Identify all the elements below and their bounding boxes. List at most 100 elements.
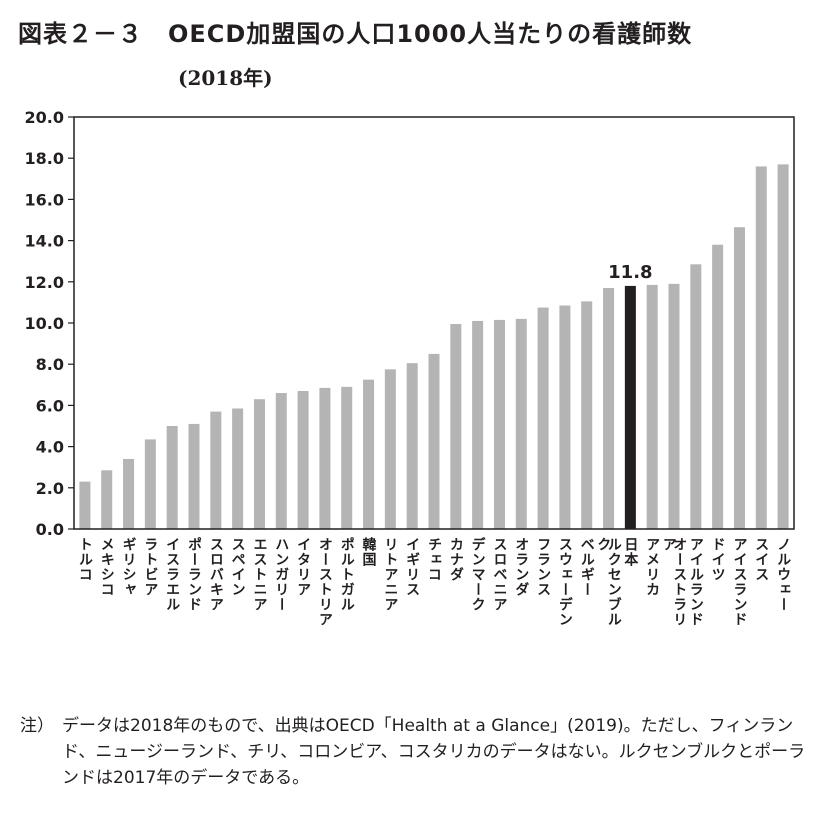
x-tick-label: デンマーク [470, 536, 486, 612]
bar [79, 481, 91, 529]
bar [297, 390, 309, 529]
x-tick-label: ノルウェー [775, 537, 791, 612]
svg-text:オーストラリ: オーストラリ [671, 537, 687, 627]
svg-text:フランス: フランス [535, 537, 551, 597]
bar [384, 369, 396, 529]
bar [406, 363, 418, 529]
bar [450, 324, 462, 529]
svg-text:アイスランド: アイスランド [731, 537, 747, 627]
svg-text:デンマーク: デンマーク [470, 536, 486, 612]
svg-text:メキシコ: メキシコ [99, 537, 115, 597]
x-tick-label: ベルギー [579, 537, 595, 597]
bar [123, 458, 135, 529]
x-tick-label: オランダ [513, 537, 529, 597]
x-tick-label: トルコ [77, 537, 93, 582]
svg-text:スイス: スイス [753, 537, 769, 582]
bar [188, 423, 200, 529]
bar [712, 244, 724, 529]
bar [581, 301, 593, 529]
bar [690, 264, 702, 529]
svg-text:韓国: 韓国 [361, 536, 377, 567]
x-tick-label: フランス [535, 537, 551, 597]
y-tick-label: 4.0 [36, 438, 64, 457]
bar [603, 287, 615, 529]
svg-text:ア: ア [661, 537, 677, 552]
y-tick-label: 0.0 [36, 520, 64, 539]
y-tick-label: 8.0 [36, 355, 64, 374]
x-tick-label: スロベニア [491, 537, 507, 612]
svg-text:エストニア: エストニア [251, 537, 267, 612]
data-label: 11.8 [608, 262, 652, 283]
svg-text:イスラエル: イスラエル [164, 537, 180, 612]
svg-text:スロベニア: スロベニア [491, 537, 507, 612]
svg-text:ドイツ: ドイツ [710, 537, 726, 582]
x-tick-label: ドイツ [710, 537, 726, 582]
bar [144, 439, 156, 529]
svg-text:オランダ: オランダ [513, 537, 529, 597]
svg-text:スロバキア: スロバキア [208, 537, 224, 612]
svg-text:リトアニア: リトアニア [382, 537, 398, 612]
plot-frame [73, 116, 795, 530]
bar [166, 426, 178, 529]
svg-text:スウェーデン: スウェーデン [557, 537, 573, 627]
svg-text:チェコ: チェコ [426, 537, 442, 582]
bar [559, 305, 571, 529]
x-tick-label: スイス [753, 537, 769, 582]
svg-text:ハンガリー: ハンガリー [273, 537, 289, 612]
bar [210, 411, 222, 529]
x-axis-labels: トルコ メキシコ ギリシャ ラトビア イスラエル ポーランド スロバキア スペイン エストニアハ… [77, 536, 791, 627]
x-tick-label: アメリカ [644, 537, 660, 597]
x-tick-label: スロバキア [208, 537, 224, 612]
bar [363, 379, 375, 529]
svg-text:トルコ: トルコ [77, 537, 93, 582]
x-tick-label: ギリシャ [121, 537, 137, 597]
x-tick-label: 韓国 [361, 536, 377, 567]
bar [319, 387, 331, 529]
bar [646, 284, 658, 529]
chart-subtitle: (2018年) [178, 66, 273, 90]
bar [668, 283, 680, 529]
svg-text:ポーランド: ポーランド [186, 537, 202, 612]
bar [341, 386, 353, 529]
x-tick-label: ルクセンブルク [595, 537, 622, 627]
x-tick-label: イタリア [295, 537, 311, 597]
bar [537, 307, 549, 529]
bar [428, 353, 440, 529]
svg-text:オーストリア: オーストリア [317, 537, 333, 627]
bar [777, 164, 789, 529]
bar [472, 320, 484, 529]
bar [232, 408, 244, 529]
bar [101, 470, 113, 529]
bar [253, 399, 265, 529]
x-tick-label: スペイン [230, 537, 246, 597]
svg-text:ノルウェー: ノルウェー [775, 537, 791, 612]
x-tick-label: カナダ [448, 537, 464, 582]
bar [493, 319, 505, 529]
y-tick-label: 14.0 [25, 232, 64, 251]
x-tick-label: リトアニア [382, 537, 398, 612]
y-tick-label: 20.0 [25, 108, 64, 127]
bar [275, 393, 287, 529]
svg-text:ギリシャ: ギリシャ [121, 537, 137, 597]
bar [624, 285, 636, 529]
footnote-label: 注） [20, 716, 54, 736]
svg-text:アメリカ: アメリカ [644, 537, 660, 597]
footnote-text: データは2018年のもので、出典はOECD「Health at a Glance… [62, 716, 806, 788]
y-tick-label: 12.0 [25, 273, 64, 292]
y-tick-label: 2.0 [36, 479, 64, 498]
svg-text:ク: ク [595, 537, 611, 552]
bar [755, 166, 767, 529]
svg-text:ポルトガル: ポルトガル [339, 537, 355, 612]
svg-text:アイルランド: アイルランド [688, 537, 704, 627]
svg-text:カナダ: カナダ [448, 537, 464, 582]
svg-text:スペイン: スペイン [230, 537, 246, 597]
x-tick-label: チェコ [426, 537, 442, 582]
x-tick-label: 日本 [622, 537, 638, 567]
svg-text:ルクセンブル: ルクセンブル [606, 537, 622, 627]
x-tick-label: ポルトガル [339, 537, 355, 612]
x-tick-label: アイルランド [688, 537, 704, 627]
y-tick-label: 6.0 [36, 396, 64, 415]
bar [733, 227, 745, 529]
x-tick-label: イスラエル [164, 537, 180, 612]
